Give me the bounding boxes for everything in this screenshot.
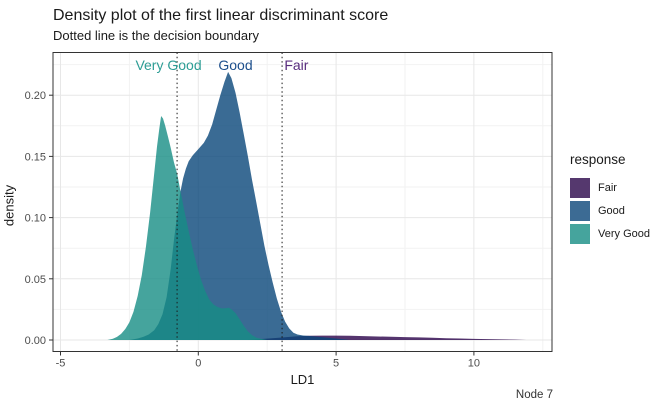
panel-border: [52, 52, 553, 352]
legend-key-swatch: [570, 224, 590, 244]
x-tick-label: -5: [56, 358, 66, 370]
legend-item-good: Good: [570, 201, 650, 221]
legend-items: Fair Good Very Good: [570, 178, 650, 244]
x-axis-title: LD1: [290, 372, 315, 387]
density-area-very-good: [107, 116, 268, 340]
x-tick-label: 0: [195, 358, 201, 370]
legend-key-swatch: [570, 201, 590, 221]
x-tick-label: 10: [468, 358, 480, 370]
annotation-good: Good: [218, 57, 252, 73]
legend-title: response: [570, 152, 626, 167]
legend-item-fair: Fair: [570, 178, 650, 198]
annotation-very-good: Very Good: [135, 57, 201, 73]
caption-node-label: Node 7: [515, 389, 553, 401]
legend-label: Good: [598, 205, 625, 217]
legend-item-very-good: Very Good: [570, 224, 650, 244]
legend-label: Fair: [598, 182, 617, 194]
legend-label: Very Good: [598, 228, 650, 240]
panel-background: [53, 52, 552, 352]
y-tick-label: 0.05: [25, 274, 46, 286]
y-tick-label: 0.00: [25, 335, 46, 347]
x-tick-label: 5: [333, 358, 339, 370]
y-tick-label: 0.10: [25, 213, 46, 225]
legend: response Fair Good Very Good: [570, 152, 650, 247]
annotation-fair: Fair: [284, 57, 308, 73]
y-axis-title: density: [1, 184, 17, 227]
y-tick-label: 0.15: [25, 151, 46, 163]
plot-title: Density plot of the first linear discrim…: [53, 7, 389, 24]
y-tick-label: 0.20: [25, 90, 46, 102]
legend-key-swatch: [570, 178, 590, 198]
plot-subtitle: Dotted line is the decision boundary: [53, 28, 259, 43]
